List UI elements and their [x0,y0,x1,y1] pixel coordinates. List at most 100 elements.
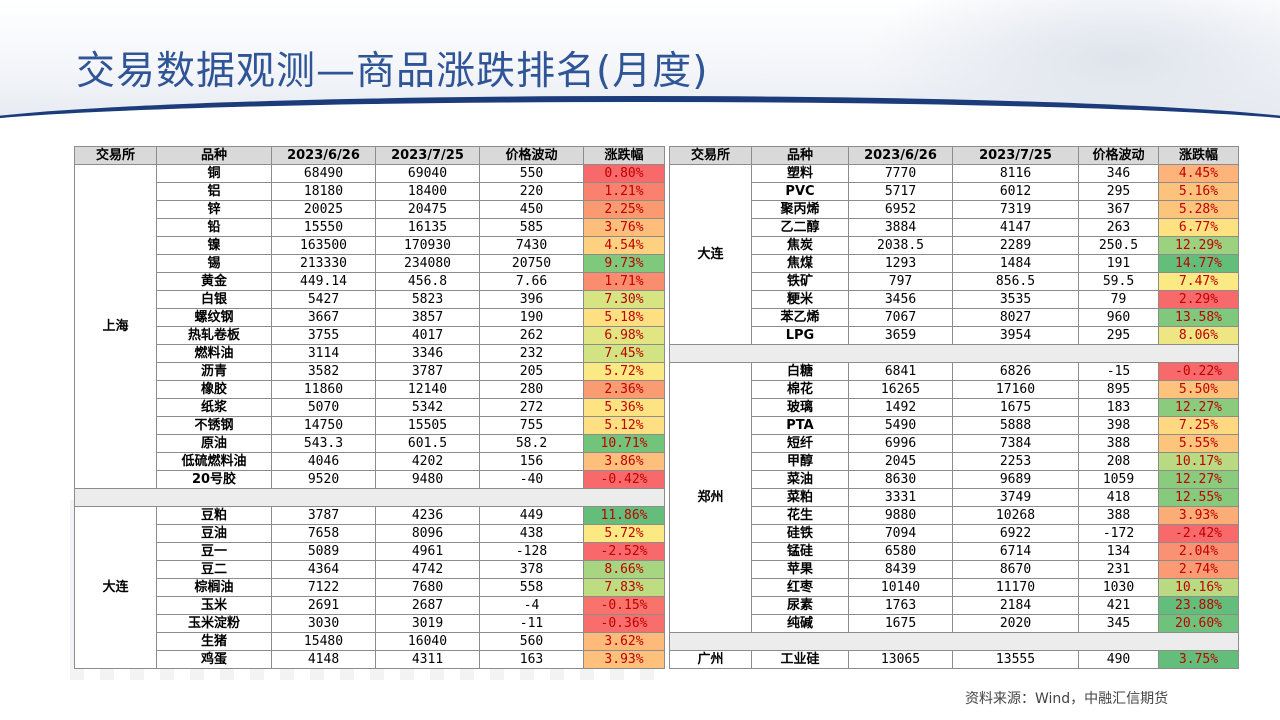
table-row: 白银 5427 5823 396 7.30% [75,290,665,309]
commodity-name: 乙二醇 [751,218,849,237]
price-start: 213330 [271,254,376,273]
commodity-name: 甲醇 [751,452,849,471]
change-percent: 8.06% [1158,326,1239,345]
change-percent: -0.42% [583,470,665,489]
change-percent: 5.50% [1158,380,1239,399]
change-percent: 2.74% [1158,560,1239,579]
commodity-name: 原油 [156,434,272,453]
table-row: 豆油 7658 8096 438 5.72% [75,524,665,543]
change-percent: -0.22% [1158,362,1239,381]
table-row: 橡胶 11860 12140 280 2.36% [75,380,665,399]
price-start: 797 [848,272,953,291]
price-end: 2020 [952,614,1079,633]
commodity-name: 苯乙烯 [751,308,849,327]
change-percent: 1.21% [583,182,665,201]
change-percent: 20.60% [1158,614,1239,633]
change-percent: 7.83% [583,578,665,597]
change-percent: 13.58% [1158,308,1239,327]
price-end: 9689 [952,470,1079,489]
price-end: 5888 [952,416,1079,435]
table-row: 玉米淀粉 3030 3019 -11 -0.36% [75,614,665,633]
price-change: 550 [479,164,584,183]
change-percent: 7.45% [583,344,665,363]
commodity-name: 棕榈油 [156,578,272,597]
table-row: 玉米 2691 2687 -4 -0.15% [75,596,665,615]
price-end: 456.8 [375,272,480,291]
price-change: 450 [479,200,584,219]
price-change: -11 [479,614,584,633]
header-cell: 价格波动 [479,146,584,165]
table-row: 沥青 3582 3787 205 5.72% [75,362,665,381]
commodity-name: 纸浆 [156,398,272,417]
change-percent: 5.16% [1158,182,1239,201]
price-start: 7770 [848,164,953,183]
commodity-name: 棉花 [751,380,849,399]
commodity-name: 铁矿 [751,272,849,291]
price-change: 7430 [479,236,584,255]
price-change: 367 [1078,200,1159,219]
change-percent: 5.12% [583,416,665,435]
price-start: 3659 [848,326,953,345]
exchange-cell: 郑州 [669,362,752,633]
price-change: 250.5 [1078,236,1159,255]
price-change: 280 [479,380,584,399]
price-start: 8630 [848,470,953,489]
table-row: 短纤 6996 7384 388 5.55% [670,434,1239,453]
price-end: 5823 [375,290,480,309]
commodity-name: 铜 [156,164,272,183]
price-start: 5717 [848,182,953,201]
price-end: 69040 [375,164,480,183]
header-cell: 2023/6/26 [848,146,953,165]
change-percent: -2.52% [583,542,665,561]
price-start: 3030 [271,614,376,633]
commodity-name: 镍 [156,236,272,255]
change-percent: 4.54% [583,236,665,255]
exchange-cell: 上海 [74,164,157,489]
change-percent: 2.25% [583,200,665,219]
table-row: 豆一 5089 4961 -128 -2.52% [75,542,665,561]
commodity-name: 燃料油 [156,344,272,363]
table-row: 郑州 白糖 6841 6826 -15 -0.22% [669,362,1239,633]
price-start: 5089 [271,542,376,561]
price-change: 163 [479,650,584,669]
group-separator [669,632,1239,651]
change-percent: 7.30% [583,290,665,309]
header-row: 交易所 品种 2023/6/26 2023/7/25 价格波动 涨跌幅 [669,146,1239,165]
price-change: 398 [1078,416,1159,435]
commodity-name: 橡胶 [156,380,272,399]
price-end: 20475 [375,200,480,219]
table-row: 焦煤 1293 1484 191 14.77% [670,254,1239,273]
price-change: 231 [1078,560,1159,579]
price-end: 3346 [375,344,480,363]
table-row: 铝 18180 18400 220 1.21% [75,182,665,201]
price-end: 11170 [952,578,1079,597]
commodity-name: 沥青 [156,362,272,381]
change-percent: 7.47% [1158,272,1239,291]
table-row: 棕榈油 7122 7680 558 7.83% [75,578,665,597]
source-note: 资料来源：Wind，中融汇信期货 [965,691,1169,707]
commodity-name: 玻璃 [751,398,849,417]
table-row: 广州 工业硅 13065 13555 490 3.75% [669,650,1239,669]
change-percent: -0.36% [583,614,665,633]
price-start: 543.3 [271,434,376,453]
commodity-name: 锰硅 [751,542,849,561]
separator-cell [669,632,1239,651]
commodity-name: 生猪 [156,632,272,651]
commodity-name: 焦煤 [751,254,849,273]
price-change: 134 [1078,542,1159,561]
table-row: 铁矿 797 856.5 59.5 7.47% [670,272,1239,291]
price-end: 3019 [375,614,480,633]
change-percent: 10.71% [583,434,665,453]
change-percent: 9.73% [583,254,665,273]
price-end: 16040 [375,632,480,651]
price-change: 1059 [1078,470,1159,489]
price-start: 1293 [848,254,953,273]
table-row: 20号胶 9520 9480 -40 -0.42% [75,470,665,489]
price-end: 1484 [952,254,1079,273]
group-separator [74,488,665,507]
price-end: 3954 [952,326,1079,345]
price-change: 418 [1078,488,1159,507]
commodity-name: 花生 [751,506,849,525]
table-row: 纯碱 1675 2020 345 20.60% [670,614,1239,633]
right-commodity-table: 交易所 品种 2023/6/26 2023/7/25 价格波动 涨跌幅 大连 塑料 7770 81… [669,146,1239,669]
